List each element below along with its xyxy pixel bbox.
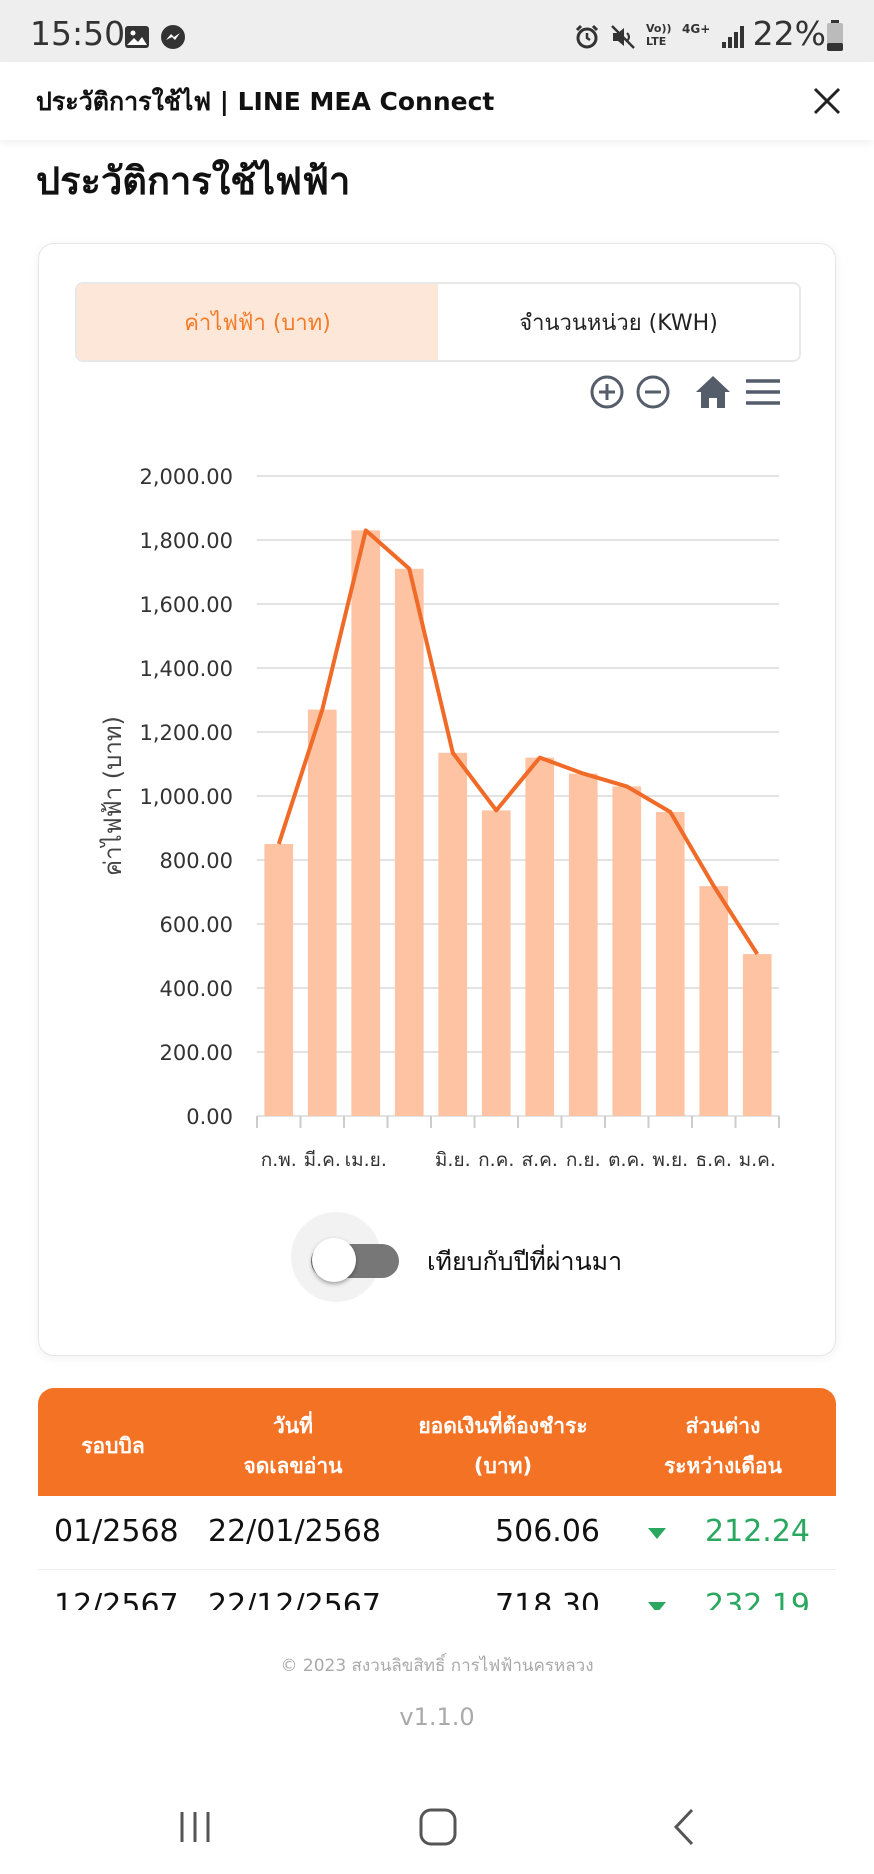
header-diff-line1: ส่วนต่าง [685,1414,761,1438]
bar [612,786,642,1116]
header-cycle: รอบบิล [81,1434,145,1458]
bar [264,844,294,1116]
bar [394,568,424,1116]
header-date-line1: วันที่ [273,1414,313,1438]
messenger-icon [161,25,185,49]
bar [525,757,555,1116]
cell-cycle: 12/2567 [54,1588,179,1610]
x-tick-label: ธ.ค. [696,1149,732,1171]
y-tick-label: 1,600.00 [139,593,233,617]
tab-units-kwh[interactable]: จำนวนหน่วย (KWH) [438,284,799,360]
x-tick-label: ส.ค. [522,1149,558,1171]
chart-line-series [276,528,759,956]
header-amount-line2: (บาท) [473,1454,533,1478]
bar [655,812,685,1116]
status-time: 15:50 [30,14,126,53]
y-tick-label: 1,800.00 [139,529,233,553]
header-diff-line2: ระหว่างเดือน [663,1454,783,1478]
chart-toolbar [39,372,837,422]
cell-diff: 232.19 [705,1588,810,1610]
header-diff: ส่วนต่าง ระหว่างเดือน [628,1406,818,1486]
signal-icon [722,26,744,48]
bar [742,954,772,1116]
chart-card: ค่าไฟฟ้า (บาท) จำนวนหน่วย (KWH) 0.00 200.… [38,243,836,1356]
bar [351,530,381,1116]
cell-amount: 718.30 [495,1588,600,1610]
footer-version: v1.1.0 [399,1703,475,1731]
x-axis-ticks: ก.พ. มี.ค. เม.ย. มิ.ย. ก.ค. ส.ค. ก.ย. ต.ค. พ.ย. ธ… [256,1116,780,1171]
zoom-in-icon[interactable] [587,372,627,412]
zoom-out-icon[interactable] [633,372,673,412]
bar [307,709,337,1116]
battery-icon [827,20,843,51]
x-tick-label: มิ.ย. [435,1149,471,1171]
cell-amount: 506.06 [495,1514,600,1549]
cost-history-chart: 0.00 200.00 400.00 600.00 800.00 1,000.00 1,20… [99,465,780,1171]
bar [568,773,598,1116]
y-tick-label: 2,000.00 [139,465,233,489]
decrease-arrow-icon [648,1528,666,1539]
y-tick-label: 400.00 [160,977,233,1001]
y-tick-label: 800.00 [160,849,233,873]
y-axis-ticks: 0.00 200.00 400.00 600.00 800.00 1,000.00 1,20… [139,465,233,1129]
y-tick-label: 200.00 [160,1041,233,1065]
back-icon[interactable] [660,1802,710,1852]
page-title: ประวัติการใช้ไฟฟ้า [36,159,351,203]
menu-icon[interactable] [743,372,783,412]
toggle-knob[interactable] [312,1238,356,1282]
billing-table: รอบบิล วันที่ จดเลขอ่าน ยอดเงินที่ต้องชำ… [38,1388,836,1610]
x-tick-label: เม.ย. [345,1149,387,1171]
x-tick-label: มี.ค. [304,1149,341,1171]
close-icon[interactable] [810,84,844,118]
cell-date: 22/01/2568 [208,1514,381,1549]
cell-date: 22/12/2567 [208,1588,381,1610]
compare-toggle-row: เทียบกับปีที่ผ่านมา [39,1212,837,1302]
volte-icon: Vo)) LTE [646,22,672,48]
header-amount: ยอดเงินที่ต้องชำระ (บาท) [398,1406,608,1486]
y-tick-label: 1,200.00 [139,721,233,745]
y-tick-label: 600.00 [160,913,233,937]
decrease-arrow-icon [648,1602,666,1610]
footer-copyright: © 2023 สงวนลิขสิทธิ์ การไฟฟ้านครหลวง [280,1656,594,1676]
y-tick-label: 1,400.00 [139,657,233,681]
compare-year-label: เทียบกับปีที่ผ่านมา [427,1247,623,1276]
table-header: รอบบิล วันที่ จดเลขอ่าน ยอดเงินที่ต้องชำ… [38,1388,836,1496]
home-icon[interactable] [693,372,733,412]
gallery-icon [125,26,149,48]
x-tick-label: ก.พ. [261,1149,297,1171]
header-date-line2: จดเลขอ่าน [243,1454,343,1478]
mute-icon [611,25,635,49]
window-title: ประวัติการใช้ไฟ | LINE MEA Connect [36,87,495,116]
bar [481,810,511,1116]
header-date: วันที่ จดเลขอ่าน [188,1406,398,1486]
y-tick-label: 1,000.00 [139,785,233,809]
app-titlebar: ประวัติการใช้ไฟ | LINE MEA Connect [0,62,874,140]
android-nav-bar [0,1780,874,1874]
x-tick-label: ก.ย. [566,1149,601,1171]
tab-cost-baht[interactable]: ค่าไฟฟ้า (บาท) [77,284,438,360]
x-tick-label: พ.ย. [652,1149,688,1171]
cell-cycle: 01/2568 [54,1514,179,1549]
chart-tabs: ค่าไฟฟ้า (บาท) จำนวนหน่วย (KWH) [75,282,801,362]
table-row[interactable]: 12/2567 22/12/2567 718.30 232.19 [38,1570,836,1610]
4g-icon: 4G+ [682,22,711,36]
battery-percent: 22% [752,14,826,53]
header-amount-line1: ยอดเงินที่ต้องชำระ [418,1414,588,1438]
table-row[interactable]: 01/2568 22/01/2568 506.06 212.24 [38,1496,836,1570]
bar [699,886,729,1116]
recent-apps-icon[interactable] [170,1802,220,1852]
home-button-icon[interactable] [413,1802,463,1852]
alarm-icon [575,24,599,49]
y-tick-label: 0.00 [186,1105,233,1129]
x-tick-label: ต.ค. [608,1149,645,1171]
cell-diff: 212.24 [705,1514,810,1549]
x-tick-label: ม.ค. [739,1149,776,1171]
bar [438,752,468,1116]
status-bar: 15:50 Vo)) LTE 4G+ 22% [0,0,874,62]
y-axis-label: ค่าไฟฟ้า (บาท) [99,716,127,876]
chart-bars [264,530,772,1116]
x-tick-label: ก.ค. [478,1149,514,1171]
